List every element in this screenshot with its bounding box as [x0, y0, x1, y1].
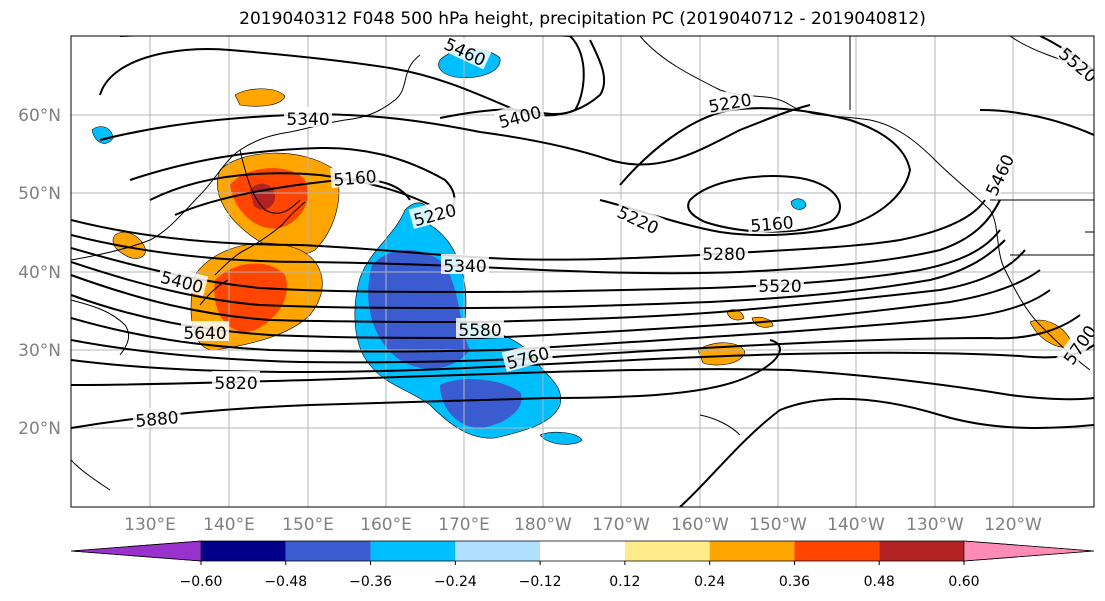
svg-text:5340: 5340 [443, 257, 486, 277]
height-contours [71, 36, 1094, 507]
svg-text:5820: 5820 [214, 374, 257, 394]
contour-5280-mid [71, 199, 986, 261]
precip-positive-east-pacific [726, 309, 745, 321]
latitude-labels: 60°N 50°N 40°N 30°N 20°N [18, 106, 61, 439]
colorbar-tick-label: 0.36 [779, 574, 810, 590]
contour-5880 [71, 339, 781, 429]
contour-5160-east [687, 175, 841, 233]
svg-text:5520: 5520 [758, 277, 801, 297]
contour-label: 5340 [441, 254, 489, 277]
contour-5760 [71, 344, 1094, 374]
contour-5640 [71, 289, 1051, 353]
longitude-labels: 130°E 140°E 150°E 160°E 170°E 180°W 170°W 160°W… [124, 515, 1042, 535]
map-frame [70, 35, 1095, 508]
contour-label: 5520 [756, 274, 804, 297]
precip-negative-midpacific-core [368, 250, 470, 369]
precip-negative-small [91, 126, 114, 144]
contour-5520 [71, 249, 1026, 324]
lon-label: 180°W [514, 515, 572, 535]
contour-label: 5580 [456, 318, 504, 341]
contour-label: 5640 [181, 321, 229, 344]
colorbar-tick-label: 0.24 [694, 574, 725, 590]
contour-label: 5160 [747, 209, 797, 237]
contour-label: 5820 [212, 371, 260, 394]
lon-label: 150°W [749, 515, 807, 535]
lon-label: 170°W [592, 515, 650, 535]
svg-text:5160: 5160 [333, 167, 378, 191]
colorbar-segment [285, 541, 371, 561]
svg-text:5160: 5160 [750, 213, 795, 237]
contour-5280 [129, 146, 456, 216]
colorbar-tick-label: −0.12 [519, 574, 562, 590]
precip-positive-siberia [234, 88, 286, 107]
colorbar-segment [540, 541, 625, 561]
lat-label: 30°N [18, 341, 61, 361]
lon-label: 150°E [282, 515, 334, 535]
precip-positive-japan-core [214, 263, 287, 332]
contour-label: 5160 [330, 163, 380, 191]
precip-negative-midpacific-core2 [440, 379, 522, 428]
lat-label: 20°N [18, 419, 61, 439]
colorbar-tick-label: −0.36 [349, 574, 392, 590]
contour-5460-mid [71, 239, 1006, 310]
colorbar-segment [624, 541, 710, 561]
lon-label: 170°E [438, 515, 490, 535]
colorbar-tick-label: 0.60 [948, 574, 979, 590]
colorbar-tick-label: 0.12 [609, 574, 640, 590]
contour-5340-mid [71, 199, 1001, 275]
colorbar-segment [370, 541, 456, 561]
contour-5400-mid [71, 229, 1001, 294]
contour-label: 5340 [284, 107, 332, 130]
contour-5160-low [174, 178, 411, 216]
lon-label: 160°W [671, 515, 729, 535]
colorbar-tick-labels: −0.60 −0.48 −0.36 −0.24 −0.12 0.12 0.24 0.36 0.4… [180, 561, 980, 590]
svg-text:5640: 5640 [183, 324, 226, 344]
contour-5820 [71, 368, 1094, 401]
svg-text:5280: 5280 [702, 245, 745, 265]
contour-5880-south [679, 397, 1094, 507]
svg-text:5340: 5340 [286, 110, 329, 130]
lon-label: 130°E [124, 515, 176, 535]
lon-label: 130°W [906, 515, 964, 535]
contour-5400-north [99, 39, 606, 117]
lon-label: 120°W [984, 515, 1042, 535]
lon-label: 140°E [203, 515, 255, 535]
colorbar [70, 540, 1095, 562]
colorbar-segment [879, 541, 964, 561]
precip-negative-small-2 [539, 431, 583, 445]
contour-5580 [71, 269, 1041, 340]
lat-label: 60°N [18, 106, 61, 126]
lon-label: 160°E [360, 515, 412, 535]
precip-positive-west [112, 231, 146, 259]
precip-negative-east [790, 198, 807, 210]
lon-label: 140°W [827, 515, 885, 535]
svg-text:5880: 5880 [135, 408, 180, 432]
colorbar-segment [794, 541, 880, 561]
lat-label: 40°N [18, 263, 61, 283]
contour-label: 5280 [700, 242, 748, 265]
contour-5340-north [99, 104, 811, 166]
lat-label: 50°N [18, 184, 61, 204]
colorbar-tick-label: 0.48 [864, 574, 895, 590]
colorbar-tick-label: −0.60 [180, 574, 223, 590]
colorbar-segment [201, 541, 286, 561]
colorbar-segment [709, 541, 795, 561]
colorbar-segment [455, 541, 541, 561]
map-title: 2019040312 F048 500 hPa height, precipit… [239, 9, 926, 29]
svg-text:5580: 5580 [458, 321, 501, 341]
colorbar-tick-label: −0.24 [434, 574, 477, 590]
contour-5700 [71, 314, 1081, 364]
colorbar-tick-label: −0.48 [264, 574, 307, 590]
contour-5460-east [979, 109, 1094, 136]
contour-label: 5880 [132, 404, 182, 432]
contour-5220-low [149, 172, 431, 206]
colorbar-extend-high [963, 540, 1095, 562]
colorbar-extend-low [70, 540, 202, 562]
